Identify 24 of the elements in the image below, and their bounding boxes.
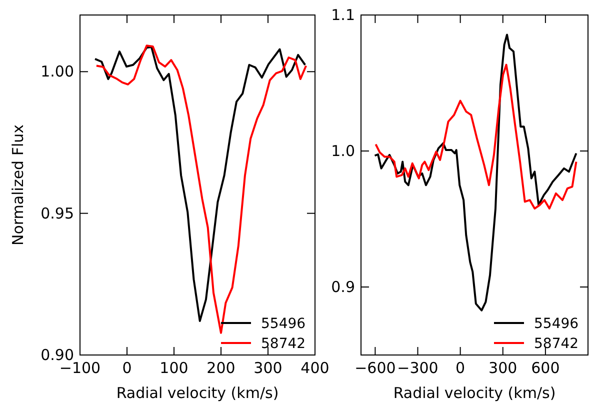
x-tick-label: 0 — [122, 359, 132, 377]
x-axis-title: Radial velocity (km/s) — [116, 384, 279, 402]
legend-label: 58742 — [534, 336, 579, 352]
x-tick-label: 300 — [254, 359, 282, 377]
x-tick-label: 300 — [488, 359, 518, 377]
line-series — [374, 64, 578, 210]
y-tick-label: 1.0 — [331, 142, 355, 160]
y-tick-label: 0.9 — [331, 278, 355, 296]
y-axis-title: Normalized Flux — [9, 124, 27, 246]
x-tick-label: −600 — [354, 359, 396, 377]
y-tick-label: 0.95 — [40, 204, 74, 222]
x-tick-label: 100 — [160, 359, 188, 377]
y-tick-label: 1.00 — [40, 62, 74, 81]
x-tick-label: −300 — [397, 359, 438, 377]
x-tick-label: 600 — [531, 359, 560, 377]
legend-label: 58742 — [261, 336, 306, 352]
x-tick-label: 0 — [456, 359, 466, 377]
x-tick-label: 400 — [300, 359, 330, 377]
y-tick-label: 1.1 — [331, 6, 355, 24]
legend-label: 55496 — [261, 316, 306, 332]
x-tick-label: 200 — [206, 359, 236, 377]
x-axis-title: Radial velocity (km/s) — [393, 384, 556, 402]
legend-label: 55496 — [534, 316, 579, 332]
line-series — [374, 34, 578, 312]
